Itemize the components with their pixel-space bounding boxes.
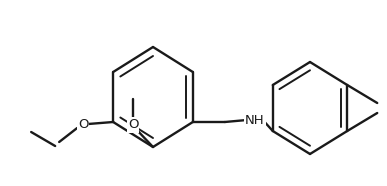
Text: O: O	[78, 118, 88, 131]
Text: O: O	[128, 118, 138, 132]
Text: NH: NH	[245, 113, 265, 126]
